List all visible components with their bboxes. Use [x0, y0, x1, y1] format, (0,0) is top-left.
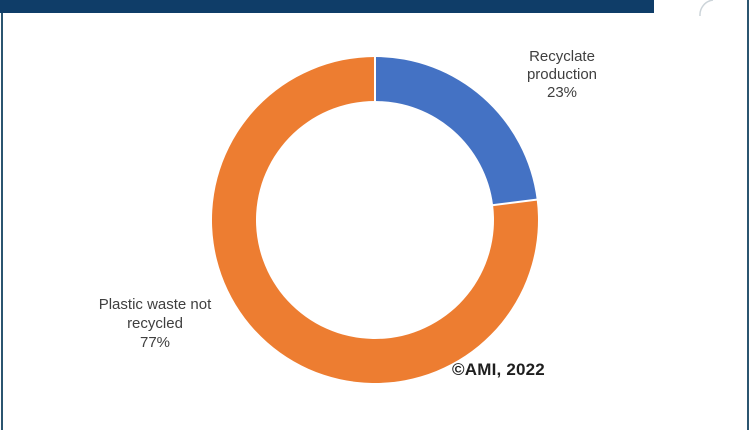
data-label-plastic-waste-not-recycled: Plastic waste not recycled 77% [98, 296, 212, 351]
left-page-border [1, 13, 3, 430]
data-label-recyclate-production: Recyclate production 23% [526, 48, 598, 101]
copyright-text: ©AMI, 2022 [452, 360, 545, 379]
top-bar [0, 0, 654, 13]
right-page-border [747, 0, 749, 430]
segment-gap-line [490, 198, 538, 207]
pie-segment-recyclate-production [375, 57, 537, 206]
corner-curve-decoration [699, 0, 714, 17]
donut-chart [211, 56, 539, 384]
